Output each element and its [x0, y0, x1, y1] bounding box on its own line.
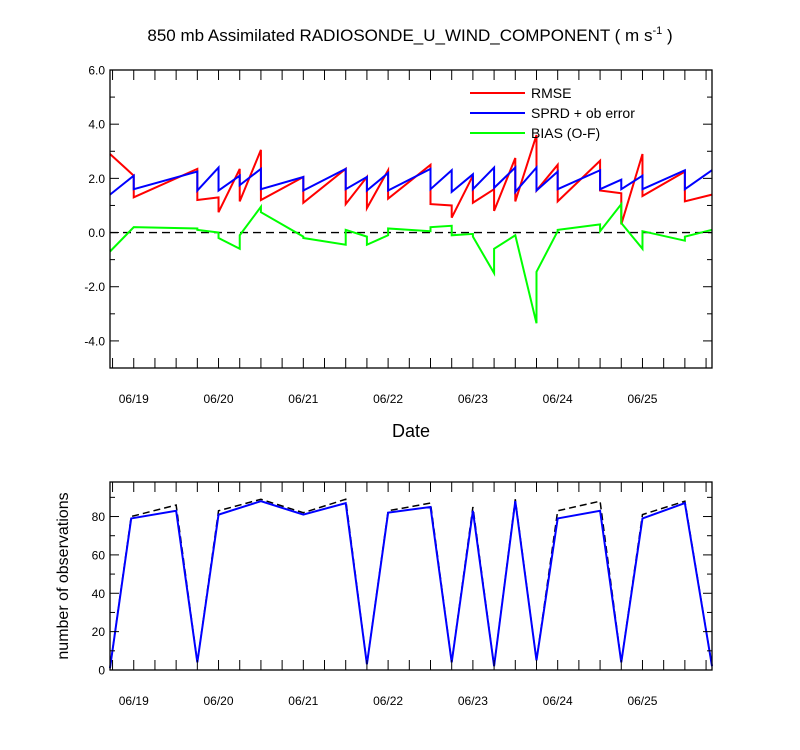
- y-tick-label: 0: [98, 664, 105, 678]
- legend-label: SPRD + ob error: [531, 105, 635, 121]
- top-chart-series-layer: [109, 134, 713, 324]
- top-chart-legend: RMSE SPRD + ob error BIAS (O-F): [470, 85, 635, 141]
- bottom-chart-plot-frame: [109, 481, 713, 671]
- chart-title-main: 850 mb Assimilated RADIOSONDE_U_WIND_COM…: [147, 26, 652, 45]
- y-tick-label: 80: [92, 510, 106, 524]
- y-tick-label: 0.0: [88, 226, 105, 240]
- bottom-chart-axes-layer: 0 20 40 60 80 06/19 06/20 06/21 06/22 06/23 06/24 0…: [92, 482, 712, 708]
- legend-label: BIAS (O-F): [531, 125, 600, 141]
- legend-label: RMSE: [531, 85, 571, 101]
- chart-title: 850 mb Assimilated RADIOSONDE_U_WIND_COM…: [147, 25, 672, 45]
- y-tick-label: -4.0: [84, 334, 105, 348]
- y-tick-label: 20: [92, 625, 106, 639]
- y-tick-label: 60: [92, 548, 106, 562]
- x-tick-label: 06/24: [543, 392, 573, 406]
- x-tick-label: 06/23: [458, 694, 488, 708]
- x-tick-label: 06/25: [627, 392, 657, 406]
- series-line-sprd-ob-error: [109, 164, 713, 196]
- x-tick-label: 06/19: [119, 694, 149, 708]
- x-tick-label: 06/23: [458, 392, 488, 406]
- x-tick-label: 06/22: [373, 392, 403, 406]
- top-chart-axes-layer: -4.0 -2.0 0.0 2.0 4.0 6.0 06/19 06/20 06/21 06/22…: [84, 64, 712, 406]
- bottom-chart-y-axis-label: number of observations: [55, 492, 72, 659]
- chart-title-superscript: -1: [652, 25, 662, 37]
- y-tick-label: 40: [92, 587, 106, 601]
- y-tick-label: 4.0: [88, 118, 105, 132]
- x-tick-label: 06/24: [543, 694, 573, 708]
- top-chart-plot-frame: [109, 69, 713, 369]
- y-tick-label: -2.0: [84, 280, 105, 294]
- x-tick-label: 06/20: [204, 694, 234, 708]
- y-tick-label: 2.0: [88, 172, 105, 186]
- x-tick-label: 06/19: [119, 392, 149, 406]
- series-line-assimilated-observations: [109, 500, 713, 669]
- x-tick-label: 06/25: [627, 694, 657, 708]
- y-tick-label: 6.0: [88, 64, 105, 78]
- series-line-bias-o-f: [109, 201, 713, 324]
- x-tick-label: 06/22: [373, 694, 403, 708]
- x-tick-label: 06/21: [288, 392, 318, 406]
- chart-title-close: ): [662, 26, 672, 45]
- x-tick-label: 06/21: [288, 694, 318, 708]
- top-chart-x-axis-label: Date: [392, 421, 430, 441]
- x-tick-label: 06/20: [204, 392, 234, 406]
- bottom-chart-series-layer: [109, 498, 713, 669]
- series-line-rmse: [109, 134, 713, 225]
